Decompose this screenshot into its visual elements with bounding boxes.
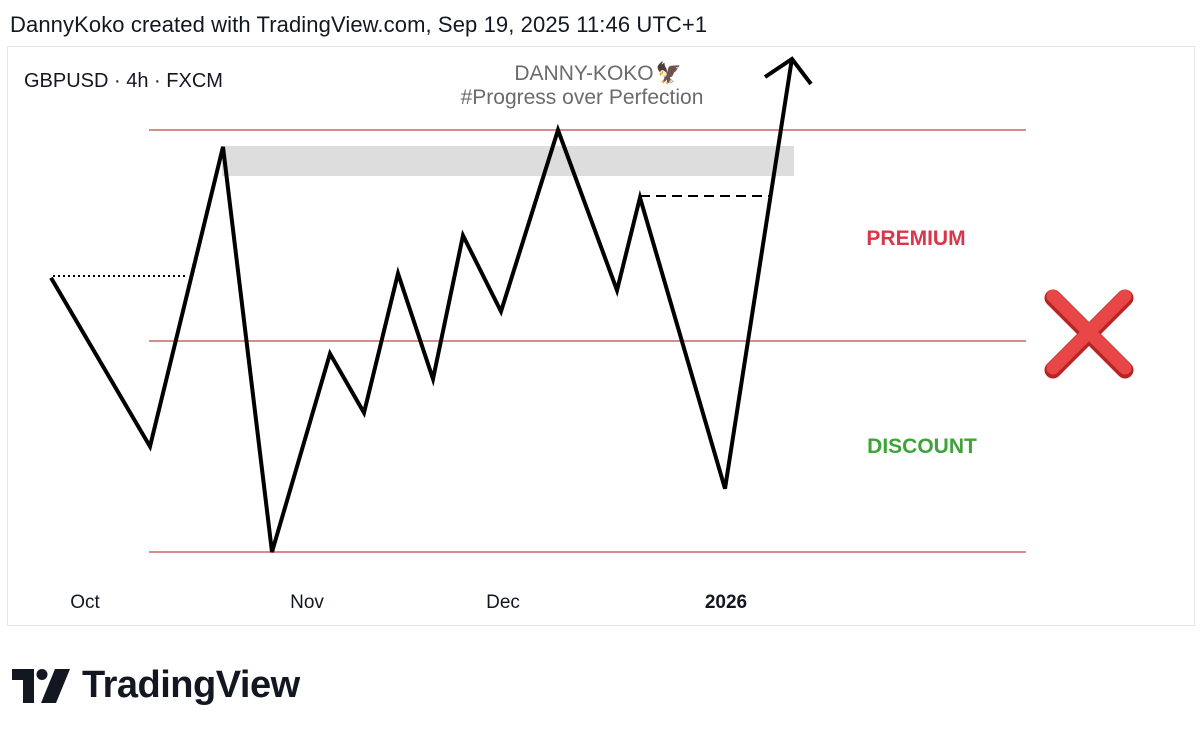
- watermark-name: DANNY-KOKO: [514, 62, 653, 85]
- arrow-head: [763, 56, 813, 86]
- price-zigzag-line: [49, 57, 794, 553]
- x-tick-label: Dec: [486, 592, 520, 613]
- watermark-tagline: #Progress over Perfection: [461, 86, 704, 109]
- red-x-icon: [1044, 289, 1134, 379]
- x-tick-label: Oct: [70, 592, 100, 613]
- symbol-info: GBPUSD · 4h · FXCM: [24, 70, 223, 92]
- level-lines: [149, 129, 1026, 553]
- discount-label: DISCOUNT: [867, 435, 977, 458]
- x-tick-label: 2026: [705, 592, 747, 613]
- x-tick-label: Nov: [290, 592, 324, 613]
- watermark-eagle-emoji: 🦅: [656, 60, 682, 85]
- tradingview-logo-icon: [12, 668, 70, 703]
- tradingview-wordmark: TradingView: [82, 664, 300, 706]
- tradingview-brand: TradingView: [12, 664, 300, 707]
- chart-svg[interactable]: GBPUSD · 4h · FXCM DANNY-KOKO 🦅 #Progres…: [8, 47, 1196, 627]
- chart-panel[interactable]: GBPUSD · 4h · FXCM DANNY-KOKO 🦅 #Progres…: [7, 46, 1195, 626]
- x-axis-ticks: Oct Nov Dec 2026: [70, 592, 747, 613]
- watermark: DANNY-KOKO 🦅 #Progress over Perfection: [461, 60, 704, 109]
- premium-label: PREMIUM: [866, 227, 965, 250]
- highlight-zone: [222, 146, 794, 176]
- created-with-header: DannyKoko created with TradingView.com, …: [10, 12, 708, 37]
